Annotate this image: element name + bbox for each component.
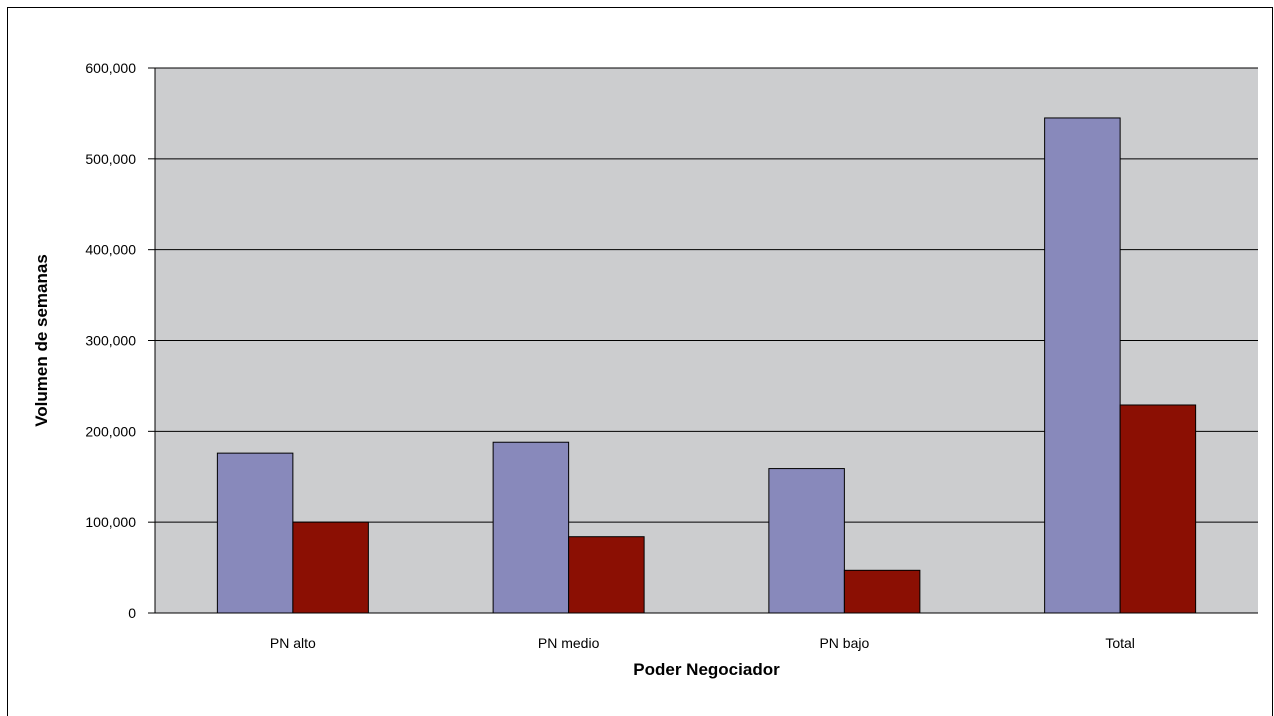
x-tick-labels: PN alto PN medio PN bajo Total <box>270 635 1135 651</box>
x-tick-label: Total <box>1105 635 1135 651</box>
x-tick-label: PN medio <box>538 635 600 651</box>
chart-frame <box>7 7 1273 716</box>
x-tick-label: PN alto <box>270 635 316 651</box>
bar-pn-bajo-s2 <box>843 569 921 614</box>
y-tick-label: 0 <box>128 605 136 621</box>
x-axis-title: Poder Negociador <box>633 660 780 679</box>
axes <box>148 67 1258 614</box>
bar-pn-medio-s1 <box>492 441 570 614</box>
y-tick-label: 100,000 <box>85 514 136 530</box>
x-tick-label: PN bajo <box>819 635 869 651</box>
bar-pn-medio-s2 <box>568 536 645 614</box>
y-axis-title: Volumen de semanas <box>32 254 51 427</box>
y-tick-label: 200,000 <box>85 423 136 439</box>
y-tick-label: 600,000 <box>85 60 136 76</box>
bar-pn-alto-s1 <box>216 452 294 614</box>
y-tick-label: 300,000 <box>85 333 136 349</box>
bar-total-s1 <box>1044 117 1121 614</box>
y-tick-label: 400,000 <box>85 242 136 258</box>
bar-total-s2 <box>1119 404 1197 614</box>
bar-pn-alto-s2 <box>292 521 369 614</box>
y-tick-labels: 0 100,000 200,000 300,000 400,000 500,000 600,… <box>85 60 136 621</box>
y-tick-label: 500,000 <box>85 151 136 167</box>
bar-pn-bajo-s1 <box>768 468 845 614</box>
